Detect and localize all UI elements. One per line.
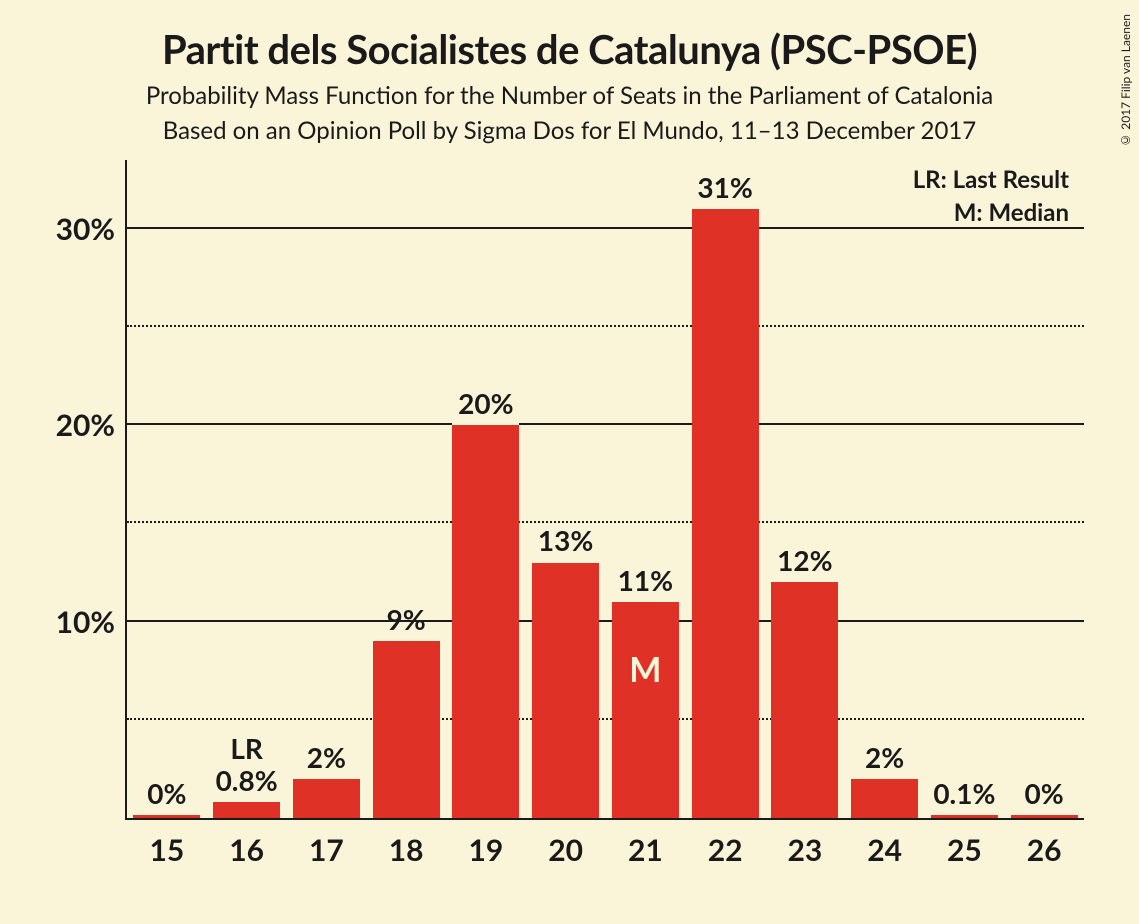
bar-cap [293, 773, 360, 779]
y-axis-label: 10% [56, 604, 127, 640]
x-axis-label: 21 [606, 832, 686, 868]
bar-value-label: 13% [538, 524, 593, 556]
x-axis-label: 20 [526, 832, 606, 868]
x-axis-label: 18 [366, 832, 446, 868]
bar-cap [931, 809, 998, 815]
x-axis-label: 26 [1004, 832, 1084, 868]
bar: 13% [532, 563, 599, 818]
bar-slot: 0% [1004, 160, 1084, 818]
y-axis-label: 30% [56, 211, 127, 247]
bar-value-label: 0% [147, 777, 186, 809]
bar-cap [692, 203, 759, 209]
bar-value-label: 9% [387, 603, 426, 635]
legend-m: M: Median [913, 198, 1069, 227]
copyright: © 2017 Filip van Laenen [1118, 14, 1133, 148]
median-marker: M [629, 649, 661, 690]
bar-cap [213, 796, 280, 802]
bar: 11%M [612, 602, 679, 818]
bar-slot: 11% M [606, 160, 686, 818]
bar-slot: 20% [446, 160, 526, 818]
bar-cap [532, 557, 599, 563]
bar-slot: LR0.8% [207, 160, 287, 818]
x-axis-label: 24 [845, 832, 925, 868]
bar-cap [612, 596, 679, 602]
bar: 2% [293, 779, 360, 818]
bar-value-label: 11% [618, 564, 673, 596]
bar-slot: 2% [287, 160, 367, 818]
bar-cap [373, 635, 440, 641]
bar-value-label: 2% [307, 741, 346, 773]
bar-value-label: 0.1% [933, 777, 995, 809]
x-axis-label: 23 [765, 832, 845, 868]
bar-cap [771, 576, 838, 582]
bar-cap [133, 809, 200, 815]
bar-value-label: 20% [458, 387, 513, 419]
bar-value-label: 31% [697, 171, 752, 203]
bar-value-label: 12% [777, 544, 832, 576]
x-axis-label: 19 [446, 832, 526, 868]
x-axis-label: 22 [685, 832, 765, 868]
x-axis-label: 16 [207, 832, 287, 868]
legend: LR: Last Result M: Median [913, 165, 1069, 231]
bar-value-label: LR0.8% [216, 732, 278, 796]
bar-cap [1011, 809, 1078, 815]
x-axis-label: 15 [127, 832, 207, 868]
bar-slot: 2% [845, 160, 925, 818]
bar-slot: 9% [366, 160, 446, 818]
bars: 0%LR0.8%2%9%20%13%11%M31%12%2%0.1%0% [127, 160, 1084, 818]
bar-value-label: 2% [865, 741, 904, 773]
chart-subtitle-1: Probability Mass Function for the Number… [30, 81, 1109, 110]
x-axis-label: 25 [925, 832, 1005, 868]
chart-title: Partit dels Socialistes de Catalunya (PS… [30, 25, 1109, 73]
bar: LR0.8% [213, 802, 280, 818]
bar: 2% [851, 779, 918, 818]
bar-value-label: 0% [1025, 777, 1064, 809]
bar-slot: 13% [526, 160, 606, 818]
x-axis-label: 17 [287, 832, 367, 868]
bar-cap [851, 773, 918, 779]
bar-slot: 31% [685, 160, 765, 818]
bar: 9% [373, 641, 440, 818]
bar-cap [452, 419, 519, 425]
plot-area: LR: Last Result M: Median 10%20%30% 0%LR… [125, 160, 1084, 820]
x-axis: 151617181920212223242526 [127, 818, 1084, 868]
lr-marker: LR [216, 732, 278, 764]
chart-subtitle-2: Based on an Opinion Poll by Sigma Dos fo… [30, 116, 1109, 145]
chart-container: Partit dels Socialistes de Catalunya (PS… [0, 0, 1139, 924]
bar-slot: 0% [127, 160, 207, 818]
y-axis-label: 20% [56, 407, 127, 443]
bar: 31% [692, 209, 759, 818]
bar-slot: 12% [765, 160, 845, 818]
bar-slot: 0.1% [925, 160, 1005, 818]
bar: 20% [452, 425, 519, 818]
bar: 12% [771, 582, 838, 818]
legend-lr: LR: Last Result [913, 165, 1069, 194]
